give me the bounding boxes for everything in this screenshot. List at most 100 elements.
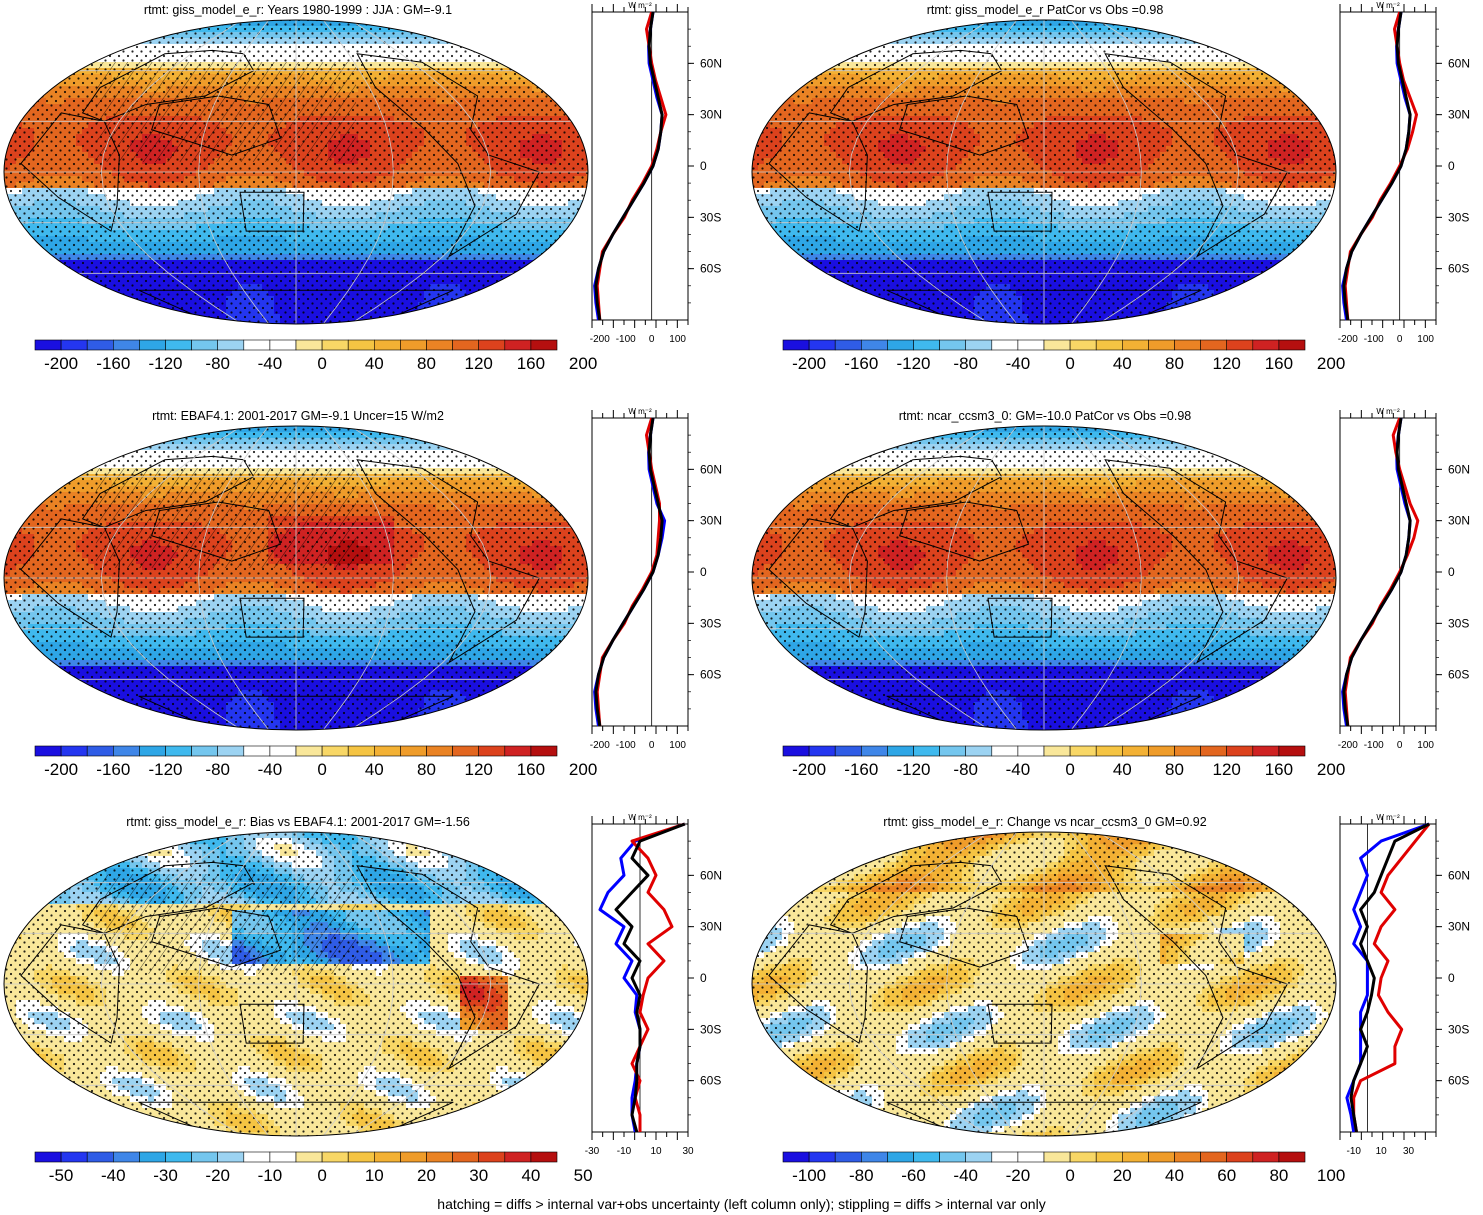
colorbar-tick-label: 40 <box>365 354 384 373</box>
colorbar-swatch <box>860 745 888 757</box>
lat-tick-label: 0 <box>1448 565 1455 579</box>
profile-panel-4: W m⁻² -200 -100 0 100 60N 30N 0 30S 60S <box>1338 407 1470 751</box>
colorbar-swatch <box>295 339 323 351</box>
colorbar-tick-label: 80 <box>1165 354 1184 373</box>
profile-line-red <box>1343 417 1420 727</box>
colorbar-swatch <box>1122 339 1149 351</box>
profile-xtick-label: -200 <box>1338 740 1358 751</box>
colorbar-swatch <box>478 339 506 351</box>
graticule-lon <box>198 832 270 1136</box>
profile-line-blue <box>598 822 686 1133</box>
lat-tick-label: 60S <box>700 668 721 682</box>
colorbar-swatch <box>1017 1151 1045 1163</box>
colorbar-swatch <box>60 1151 88 1163</box>
colorbar-swatch <box>1148 745 1175 757</box>
graticule-lon <box>198 20 270 324</box>
colorbar-swatch <box>139 1151 166 1163</box>
colorbar-swatch <box>1069 339 1097 351</box>
colorbar-tick-label: -120 <box>896 354 930 373</box>
graticule-lon <box>1098 20 1240 324</box>
colorbar-swatch <box>86 745 114 757</box>
lat-tick-label: 30S <box>1448 616 1469 630</box>
profile-xtick-label: -30 <box>585 1146 600 1157</box>
map-panel-3 <box>3 425 589 731</box>
colorbar-swatch <box>373 745 401 757</box>
graticule-lon <box>946 426 1018 730</box>
colorbar-tick-label: -160 <box>844 760 878 779</box>
colorbar-swatch <box>217 745 245 757</box>
colorbar-swatch <box>400 1151 427 1163</box>
graticule-lon <box>1070 426 1142 730</box>
colorbar-tick-label: 20 <box>1113 1166 1132 1185</box>
colorbar-swatch <box>347 745 375 757</box>
profile-xtick-label: 0 <box>649 334 655 345</box>
lat-tick-label: 60S <box>700 262 721 276</box>
colorbar-tick-label: -50 <box>49 1166 74 1185</box>
colorbar-tick-label: -40 <box>1006 354 1031 373</box>
profile-frame <box>591 417 689 727</box>
colorbar-swatch <box>243 1151 271 1163</box>
footer-caption: hatching = diffs > internal var+obs unce… <box>0 1196 1483 1212</box>
profile-unit: W m⁻² <box>1376 407 1400 416</box>
colorbar-swatch <box>452 1151 480 1163</box>
colorbar-swatch <box>243 745 271 757</box>
profile-line-black <box>1349 822 1430 1133</box>
colorbar-swatch <box>113 339 140 351</box>
colorbar-swatch <box>965 745 993 757</box>
colorbar-tick-label: 40 <box>521 1166 540 1185</box>
profile-xtick-label: 100 <box>1417 334 1434 345</box>
colorbar-swatch <box>139 745 166 757</box>
colorbar-tick-label: -20 <box>205 1166 230 1185</box>
lat-tick-label: 30S <box>700 1022 721 1036</box>
profile-xtick-label: 100 <box>669 740 686 751</box>
profile-line-red <box>630 822 686 1132</box>
profile-xtick-label: 100 <box>1417 740 1434 751</box>
colorbar-swatch <box>860 339 888 351</box>
profile-xtick-label: -200 <box>1338 334 1358 345</box>
colorbar-tick-label: 0 <box>1065 1166 1074 1185</box>
lat-tick-label: 60N <box>700 462 722 476</box>
colorbar-swatch <box>113 1151 140 1163</box>
colorbar-swatch <box>191 745 219 757</box>
colorbar-swatch <box>782 1151 810 1163</box>
graticule-lon <box>198 426 270 730</box>
colorbar-tick-label: -80 <box>953 760 978 779</box>
colorbar-tick-label: -60 <box>901 1166 926 1185</box>
graticule-lon <box>322 832 394 1136</box>
lat-tick-label: 30S <box>700 616 721 630</box>
colorbar-swatch <box>1043 745 1071 757</box>
colorbar-swatch <box>373 1151 401 1163</box>
colorbar-swatch <box>1095 745 1123 757</box>
colorbar-tick-label: 100 <box>1317 1166 1345 1185</box>
colorbar-tick-label: -80 <box>849 1166 874 1185</box>
colorbar-tick-label: -200 <box>44 760 78 779</box>
colorbar-tick-label: 10 <box>365 1166 384 1185</box>
colorbar-swatch <box>1122 745 1149 757</box>
lat-tick-label: 60S <box>1448 668 1469 682</box>
map-border <box>751 831 1337 1137</box>
colorbar-swatch <box>834 339 862 351</box>
colorbar-swatch <box>1278 1151 1306 1163</box>
lat-tick-label: 0 <box>1448 971 1455 985</box>
colorbar-tick-label: 40 <box>1113 760 1132 779</box>
colorbar-tick-label: 0 <box>317 760 326 779</box>
profile-xtick-label: 0 <box>1397 740 1403 751</box>
colorbar-tick-label: 80 <box>417 760 436 779</box>
profile-xtick-label: -200 <box>590 334 610 345</box>
lat-tick-label: 60N <box>700 56 722 70</box>
graticule-lon <box>946 20 1018 324</box>
colorbar-swatch <box>347 339 375 351</box>
hatching <box>96 62 356 162</box>
colorbar-tick-label: 60 <box>1217 1166 1236 1185</box>
colorbar-swatch <box>217 339 245 351</box>
profile-line-black <box>614 822 686 1133</box>
profile-line-black <box>594 11 664 321</box>
colorbar-swatch <box>1043 1151 1071 1163</box>
colorbar-tick-label: -160 <box>96 354 130 373</box>
panel-title-3: rtmt: EBAF4.1: 2001-2017 GM=-9.1 Uncer=1… <box>152 409 444 423</box>
colorbar-tick-label: 0 <box>1065 760 1074 779</box>
map-panel-2 <box>751 19 1337 325</box>
colorbar-swatch <box>60 745 88 757</box>
colorbar-tick-label: -200 <box>792 760 826 779</box>
colorbar-swatch <box>808 745 836 757</box>
